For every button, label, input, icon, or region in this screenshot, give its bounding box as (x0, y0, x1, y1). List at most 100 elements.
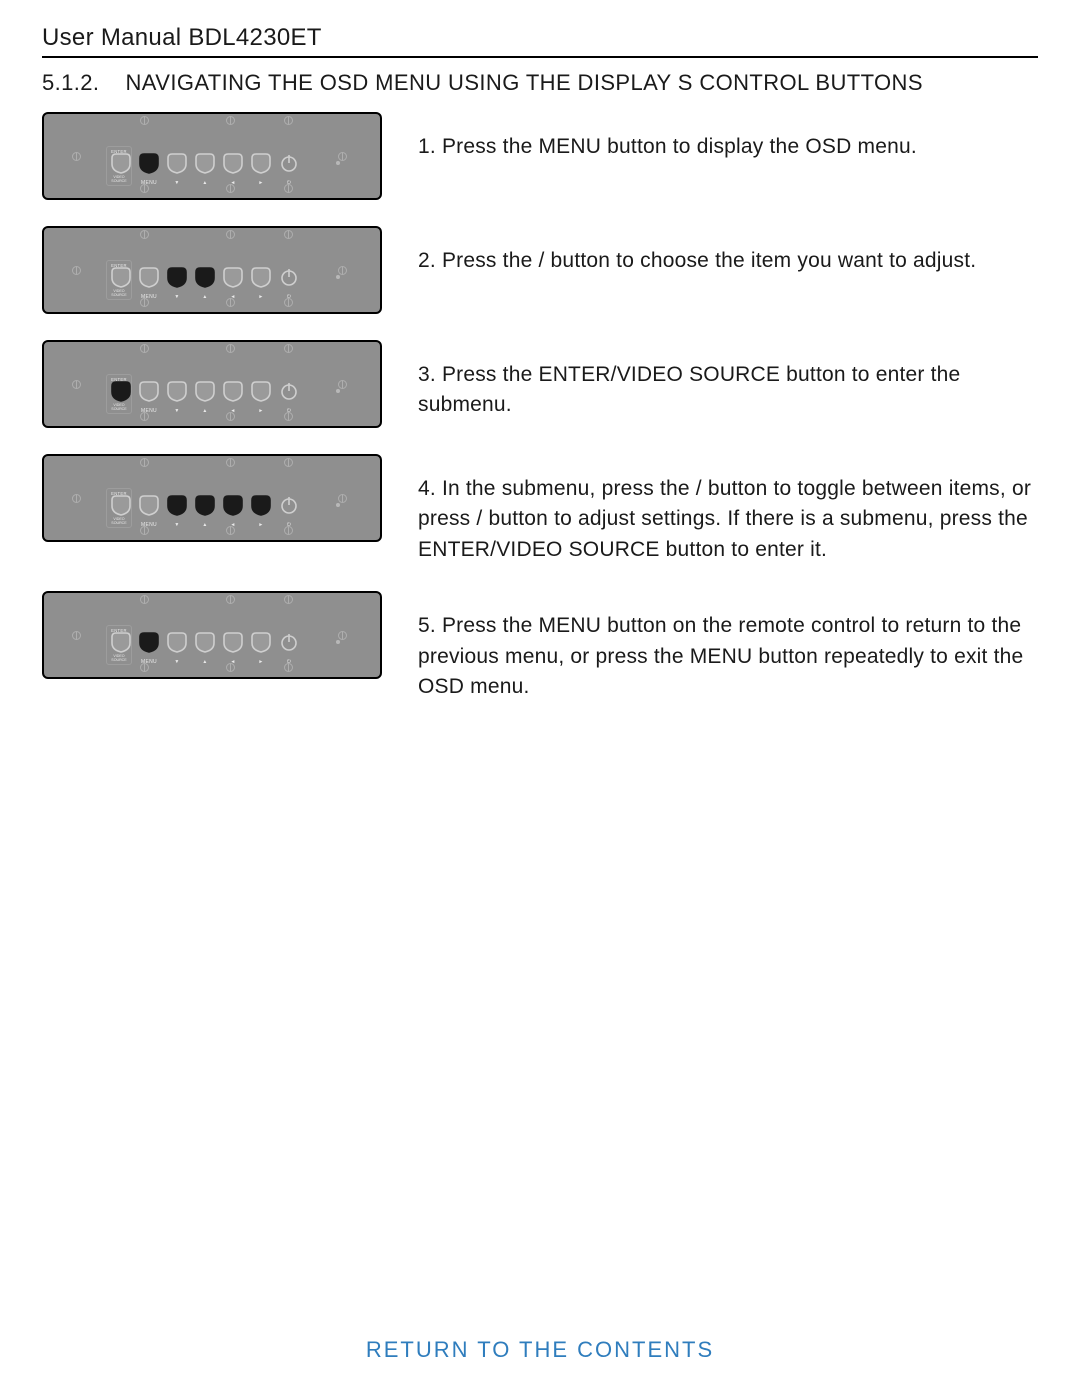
screw-icon (72, 380, 81, 389)
panel-button-label: ⏻ (278, 180, 300, 186)
step-text: 3. Press the ENTER/VIDEO SOURCE button t… (418, 340, 1038, 421)
panel-button-icon (250, 266, 272, 288)
panel-button-label: ► (250, 180, 272, 186)
panel-button-icon (138, 266, 160, 288)
control-panel-illustration: ENTER VIDEOSOURCE MENU ▼ ▲ ◄ ► ⏻ (42, 340, 382, 428)
screw-icon (140, 458, 149, 467)
video-source-label: VIDEOSOURCE (111, 518, 126, 526)
instruction-row: ENTER VIDEOSOURCE MENU ▼ ▲ ◄ ► ⏻2. Press… (42, 226, 1038, 314)
screw-icon (140, 344, 149, 353)
step-text: 1. Press the MENU button to display the … (418, 112, 1038, 162)
screw-icon (140, 595, 149, 604)
panel-button-icon (222, 152, 244, 174)
panel-button-label: ► (250, 659, 272, 665)
instruction-row: ENTER VIDEOSOURCE MENU ▼ ▲ ◄ ► ⏻ 4. In th… (42, 454, 1038, 565)
video-source-label: VIDEOSOURCE (111, 655, 126, 663)
step-text: 5. Press the MENU button on the remote c… (418, 591, 1038, 702)
screw-icon (284, 116, 293, 125)
panel-button-label: MENU (138, 408, 160, 414)
panel-button-label: ⏻ (278, 294, 300, 300)
panel-button-label: ◄ (222, 659, 244, 665)
panel-button-icon (110, 380, 132, 402)
screw-icon (226, 458, 235, 467)
step-text: 4. In the submenu, press the / button to… (418, 454, 1038, 565)
panel-button-icon (138, 152, 160, 174)
panel-button-label: ▼ (166, 294, 188, 300)
control-panel-illustration: ENTER VIDEOSOURCE MENU ▼ ▲ ◄ ► ⏻ (42, 226, 382, 314)
instruction-row: ENTER VIDEOSOURCE MENU ▼ ▲ ◄ ► ⏻ 3. Press… (42, 340, 1038, 428)
indicator-dot-icon (336, 640, 340, 644)
control-panel-illustration: ENTER VIDEOSOURCE MENU ▼ ▲ ◄ ► ⏻ (42, 454, 382, 542)
screw-icon (338, 494, 347, 503)
screw-icon (284, 458, 293, 467)
panel-button-icon (222, 494, 244, 516)
screw-icon (338, 266, 347, 275)
panel-button-icon (110, 494, 132, 516)
panel-button-icon (250, 152, 272, 174)
panel-button-label: ▼ (166, 659, 188, 665)
panel-button-label: ◄ (222, 408, 244, 414)
section-number: 5.1.2. (42, 70, 99, 95)
panel-button-icon (166, 631, 188, 653)
panel-button-icon (110, 152, 132, 174)
power-button-icon (278, 380, 300, 402)
video-source-label: VIDEOSOURCE (111, 290, 126, 298)
screw-icon (226, 230, 235, 239)
panel-button-label: ▲ (194, 659, 216, 665)
panel-button-label: ▲ (194, 522, 216, 528)
panel-button-icon (194, 380, 216, 402)
screw-icon (72, 152, 81, 161)
screw-icon (284, 595, 293, 604)
panel-button-label: ◄ (222, 294, 244, 300)
panel-button-icon (250, 631, 272, 653)
panel-button-label: ▲ (194, 408, 216, 414)
panel-button-icon (166, 152, 188, 174)
screw-icon (140, 116, 149, 125)
indicator-dot-icon (336, 161, 340, 165)
panel-button-icon (222, 266, 244, 288)
panel-button-label: ▼ (166, 180, 188, 186)
indicator-dot-icon (336, 389, 340, 393)
screw-icon (72, 494, 81, 503)
power-button-icon (278, 631, 300, 653)
panel-button-icon (166, 380, 188, 402)
indicator-dot-icon (336, 503, 340, 507)
panel-button-label: ▲ (194, 180, 216, 186)
video-source-label: VIDEOSOURCE (111, 404, 126, 412)
screw-icon (338, 380, 347, 389)
panel-button-label: MENU (138, 180, 160, 186)
panel-button-icon (138, 494, 160, 516)
panel-button-label: ◄ (222, 522, 244, 528)
control-panel-illustration: ENTER VIDEOSOURCE MENU ▼ ▲ ◄ ► ⏻ (42, 591, 382, 679)
page-title: User Manual BDL4230ET (42, 24, 1038, 58)
return-to-contents-link[interactable]: RETURN TO THE CONTENTS (42, 1297, 1038, 1373)
screw-icon (140, 230, 149, 239)
instruction-rows: ENTER VIDEOSOURCE MENU ▼ ▲ ◄ ► ⏻ 1. Press… (42, 112, 1038, 703)
screw-icon (72, 631, 81, 640)
panel-button-icon (138, 631, 160, 653)
panel-button-icon (222, 631, 244, 653)
panel-button-label: ► (250, 294, 272, 300)
panel-button-label: ⏻ (278, 522, 300, 528)
panel-button-label: ⏻ (278, 659, 300, 665)
panel-button-icon (222, 380, 244, 402)
screw-icon (284, 230, 293, 239)
panel-button-icon (194, 266, 216, 288)
panel-button-icon (194, 631, 216, 653)
panel-button-icon (166, 494, 188, 516)
screw-icon (338, 152, 347, 161)
instruction-row: ENTER VIDEOSOURCE MENU ▼ ▲ ◄ ► ⏻ 5. Press… (42, 591, 1038, 702)
panel-button-label: MENU (138, 659, 160, 665)
panel-button-icon (250, 494, 272, 516)
panel-button-label: ▼ (166, 408, 188, 414)
panel-button-label: MENU (138, 294, 160, 300)
screw-icon (72, 266, 81, 275)
screw-icon (338, 631, 347, 640)
screw-icon (226, 116, 235, 125)
instruction-row: ENTER VIDEOSOURCE MENU ▼ ▲ ◄ ► ⏻1. Press… (42, 112, 1038, 200)
power-button-icon (278, 152, 300, 174)
section-heading: 5.1.2. NAVIGATING THE OSD MENU USING THE… (42, 70, 1038, 96)
panel-button-icon (110, 266, 132, 288)
panel-button-label: ▲ (194, 294, 216, 300)
screw-icon (284, 344, 293, 353)
